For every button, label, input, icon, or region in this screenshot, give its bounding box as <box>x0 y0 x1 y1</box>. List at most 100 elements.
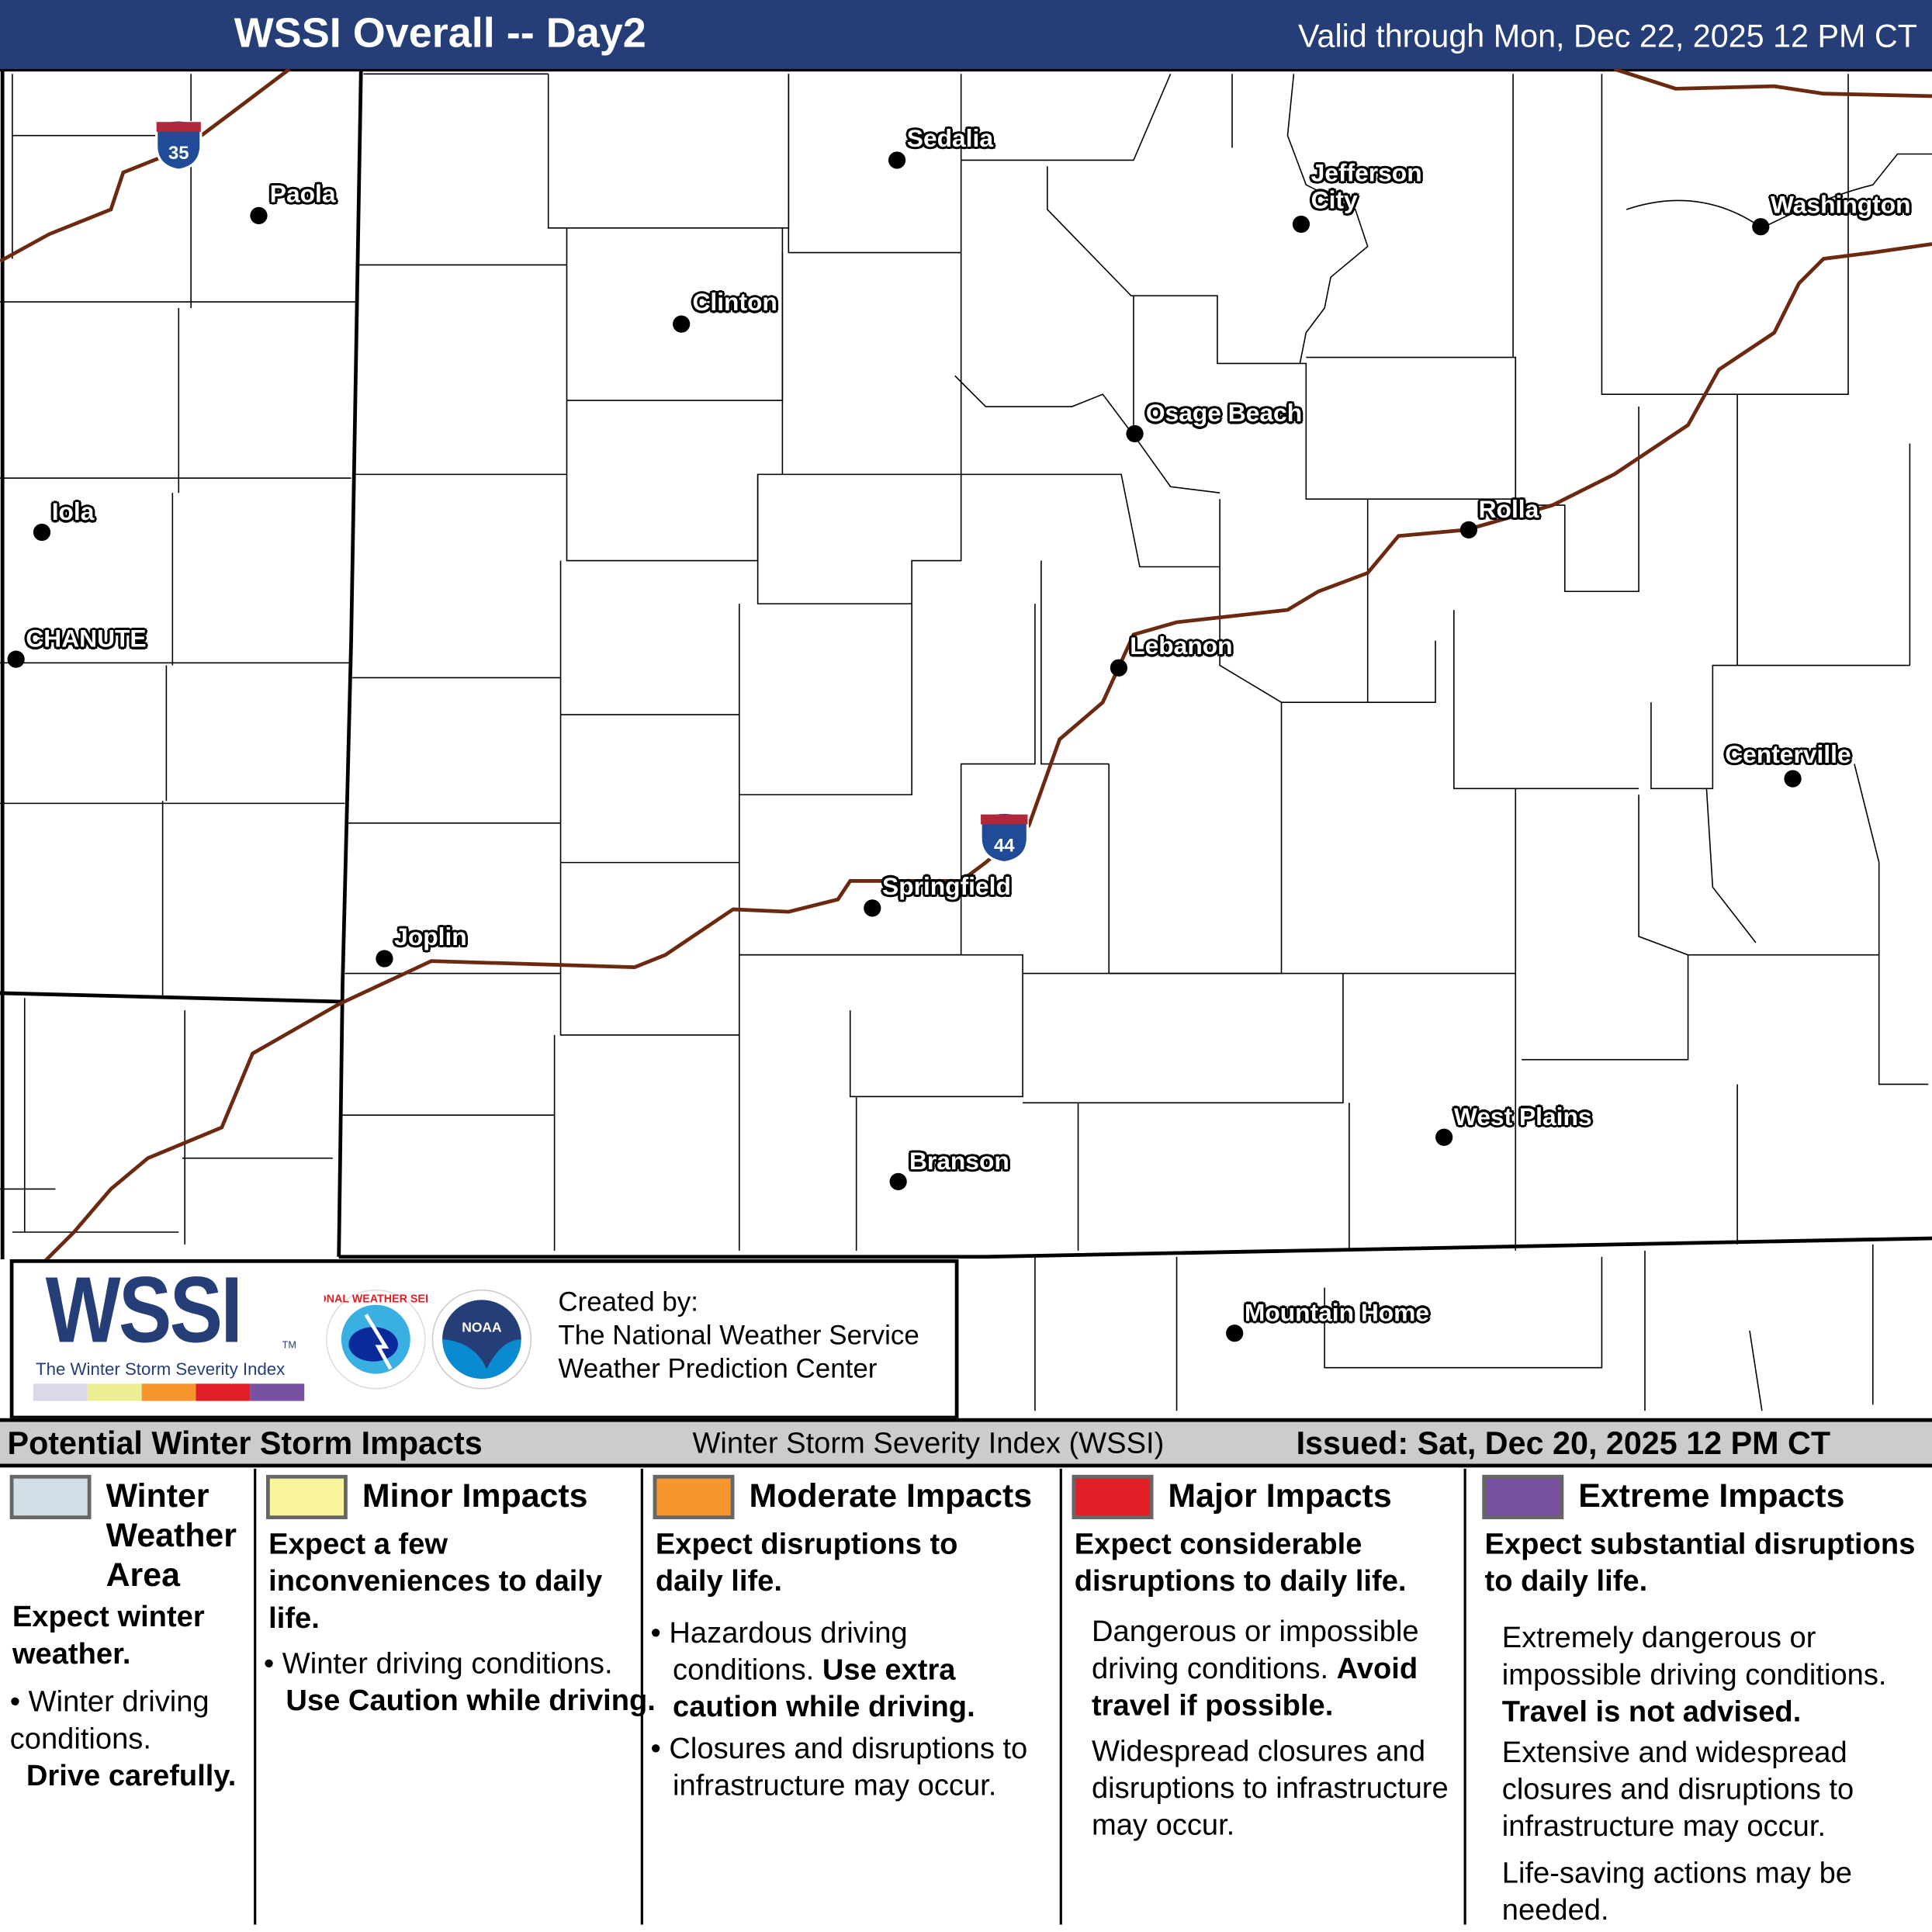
bullet-text: Extremely dangerous or impossible drivin… <box>1501 1621 1887 1692</box>
nws-text: NATIONAL WEATHER SERVICE <box>324 1293 428 1306</box>
credits-box: WSSI TM The Winter Storm Severity Index … <box>9 1258 959 1420</box>
nws-logo-icon: NATIONAL WEATHER SERVICE <box>324 1289 428 1390</box>
legend-item-bullet: • Hazardous driving conditions. Use extr… <box>650 1616 975 1724</box>
org-wpc: Weather Prediction Center <box>558 1352 878 1384</box>
city-marker <box>1752 218 1770 236</box>
interstate-44-label: 44 <box>994 835 1015 856</box>
legend-item-lead: Expect a few inconveniences to daily lif… <box>268 1528 603 1636</box>
bullet-text: Closures and disruptions to infrastructu… <box>669 1732 1028 1803</box>
county-map: 35 44 <box>0 68 1932 1411</box>
legend-item-lead: Expect disruptions to daily life. <box>655 1528 958 1598</box>
city-marker <box>1435 1128 1453 1146</box>
bullet-text: Winter driving conditions. <box>9 1685 209 1756</box>
noaa-text: NOAA <box>462 1320 502 1335</box>
city-marker <box>1459 521 1478 538</box>
county-borders <box>0 73 1929 1411</box>
index-name: Winter Storm Severity Index (WSSI) <box>692 1426 1165 1460</box>
legend-header: Potential Winter Storm Impacts Winter St… <box>0 1418 1932 1468</box>
map-title: WSSI Overall -- Day2 <box>234 9 646 57</box>
city-marker <box>888 151 906 169</box>
title-bar: WSSI Overall -- Day2 Valid through Mon, … <box>0 0 1932 72</box>
divider <box>1059 1468 1062 1925</box>
city-marker <box>673 315 691 333</box>
city-label: Washington <box>1770 192 1911 220</box>
city-label: Branson <box>909 1148 1009 1175</box>
city-label: Mountain Home <box>1244 1300 1430 1328</box>
city-marker <box>33 523 51 542</box>
legend-item-bullet: • Winter driving conditions. Drive caref… <box>9 1685 237 1793</box>
city-marker <box>1784 770 1802 788</box>
legend-item-text: Dangerous or impossible driving conditio… <box>1092 1614 1461 1725</box>
bullet-text: Winter driving conditions. <box>282 1647 613 1681</box>
city-label: Springfield <box>882 873 1011 901</box>
bullet-text: Dangerous or impossible driving conditio… <box>1091 1615 1419 1686</box>
legend-item-lead: Expect considerable disruptions to daily… <box>1074 1528 1407 1598</box>
legend-item-lead: Expect winter weather. <box>12 1600 205 1671</box>
org-nws: The National Weather Service <box>558 1319 919 1351</box>
created-by-label: Created by: <box>558 1286 698 1317</box>
bullet-text: Hazardous driving conditions. <box>669 1616 908 1687</box>
city-marker <box>1226 1324 1244 1342</box>
legend-item-bullet: • Closures and disruptions to infrastruc… <box>650 1732 1028 1803</box>
bullet-emphasis: Drive carefully. <box>26 1759 237 1793</box>
legend-item-text: Extensive and widespread closures and di… <box>1501 1736 1854 1844</box>
city-label: Paola <box>269 181 336 209</box>
interstate-shield-35: 35 <box>155 119 203 171</box>
swatch-minor <box>266 1474 348 1520</box>
divider <box>1463 1468 1466 1925</box>
city-label: Iola <box>51 499 95 527</box>
city-marker <box>376 950 393 968</box>
wssi-logo: WSSI <box>45 1258 243 1363</box>
swatch-winter-weather <box>9 1474 92 1520</box>
city-marker <box>7 650 25 668</box>
legend-item-title: Major Impacts <box>1168 1477 1392 1515</box>
wssi-subtitle: The Winter Storm Severity Index <box>36 1359 286 1379</box>
bullet-emphasis: Use Caution while driving. <box>286 1684 656 1718</box>
city-label: Clinton <box>692 289 777 317</box>
city-marker <box>1126 424 1144 443</box>
highways <box>0 68 1932 1283</box>
legend-item-text: Extremely dangerous or impossible drivin… <box>1502 1620 1927 1731</box>
issued-time: Issued: Sat, Dec 20, 2025 12 PM CT <box>1296 1424 1831 1462</box>
interstate-shield-44: 44 <box>979 811 1029 864</box>
bullet-emphasis: Avoid travel if possible. <box>1091 1652 1418 1723</box>
divider <box>254 1468 257 1925</box>
legend-item-lead: Expect substantial disruptions to daily … <box>1484 1528 1916 1598</box>
legend-item-text: Life-saving actions may be needed. <box>1501 1857 1853 1927</box>
legend-item-title: Minor Impacts <box>362 1477 588 1515</box>
interstate-35-label: 35 <box>168 143 189 164</box>
bullet-emphasis: Travel is not advised. <box>1501 1695 1802 1729</box>
city-label: Jefferson City <box>1311 160 1422 215</box>
city-marker <box>250 206 268 225</box>
swatch-moderate <box>653 1474 735 1520</box>
noaa-logo-icon: NOAA <box>431 1289 532 1390</box>
river-lines <box>954 74 1932 493</box>
city-label: Lebanon <box>1130 633 1233 661</box>
legend-item-bullet: • Winter driving conditions. Use Caution… <box>263 1647 656 1718</box>
swatch-extreme <box>1482 1474 1564 1520</box>
city-label: CHANUTE <box>26 625 147 653</box>
legend-item-title: Moderate Impacts <box>749 1477 1033 1515</box>
legend-title: Potential Winter Storm Impacts <box>7 1424 483 1462</box>
legend-item-title: Extreme Impacts <box>1578 1477 1845 1515</box>
city-marker <box>889 1172 907 1191</box>
city-label: Centerville <box>1725 741 1851 769</box>
city-label: Sedalia <box>906 125 994 153</box>
city-label: Osage Beach <box>1145 400 1303 428</box>
legend-item-text: Widespread closures and disruptions to i… <box>1091 1734 1449 1843</box>
state-borders <box>0 68 1932 1259</box>
bullet-emphasis: Use extra caution while driving. <box>673 1653 975 1724</box>
city-label: West Plains <box>1453 1103 1592 1131</box>
city-label: Joplin <box>394 924 467 951</box>
trademark: TM <box>282 1339 297 1351</box>
wssi-color-bar <box>33 1383 305 1401</box>
legend-item-title: Winter Weather Area <box>106 1477 237 1594</box>
valid-time: Valid through Mon, Dec 22, 2025 12 PM CT <box>1298 17 1917 54</box>
city-marker <box>1292 215 1311 234</box>
city-label: Rolla <box>1478 496 1539 524</box>
city-marker <box>864 899 881 917</box>
city-marker <box>1110 659 1128 677</box>
swatch-major <box>1072 1474 1154 1520</box>
created-by: Created by: The National Weather Service… <box>558 1285 919 1385</box>
divider <box>640 1468 643 1925</box>
